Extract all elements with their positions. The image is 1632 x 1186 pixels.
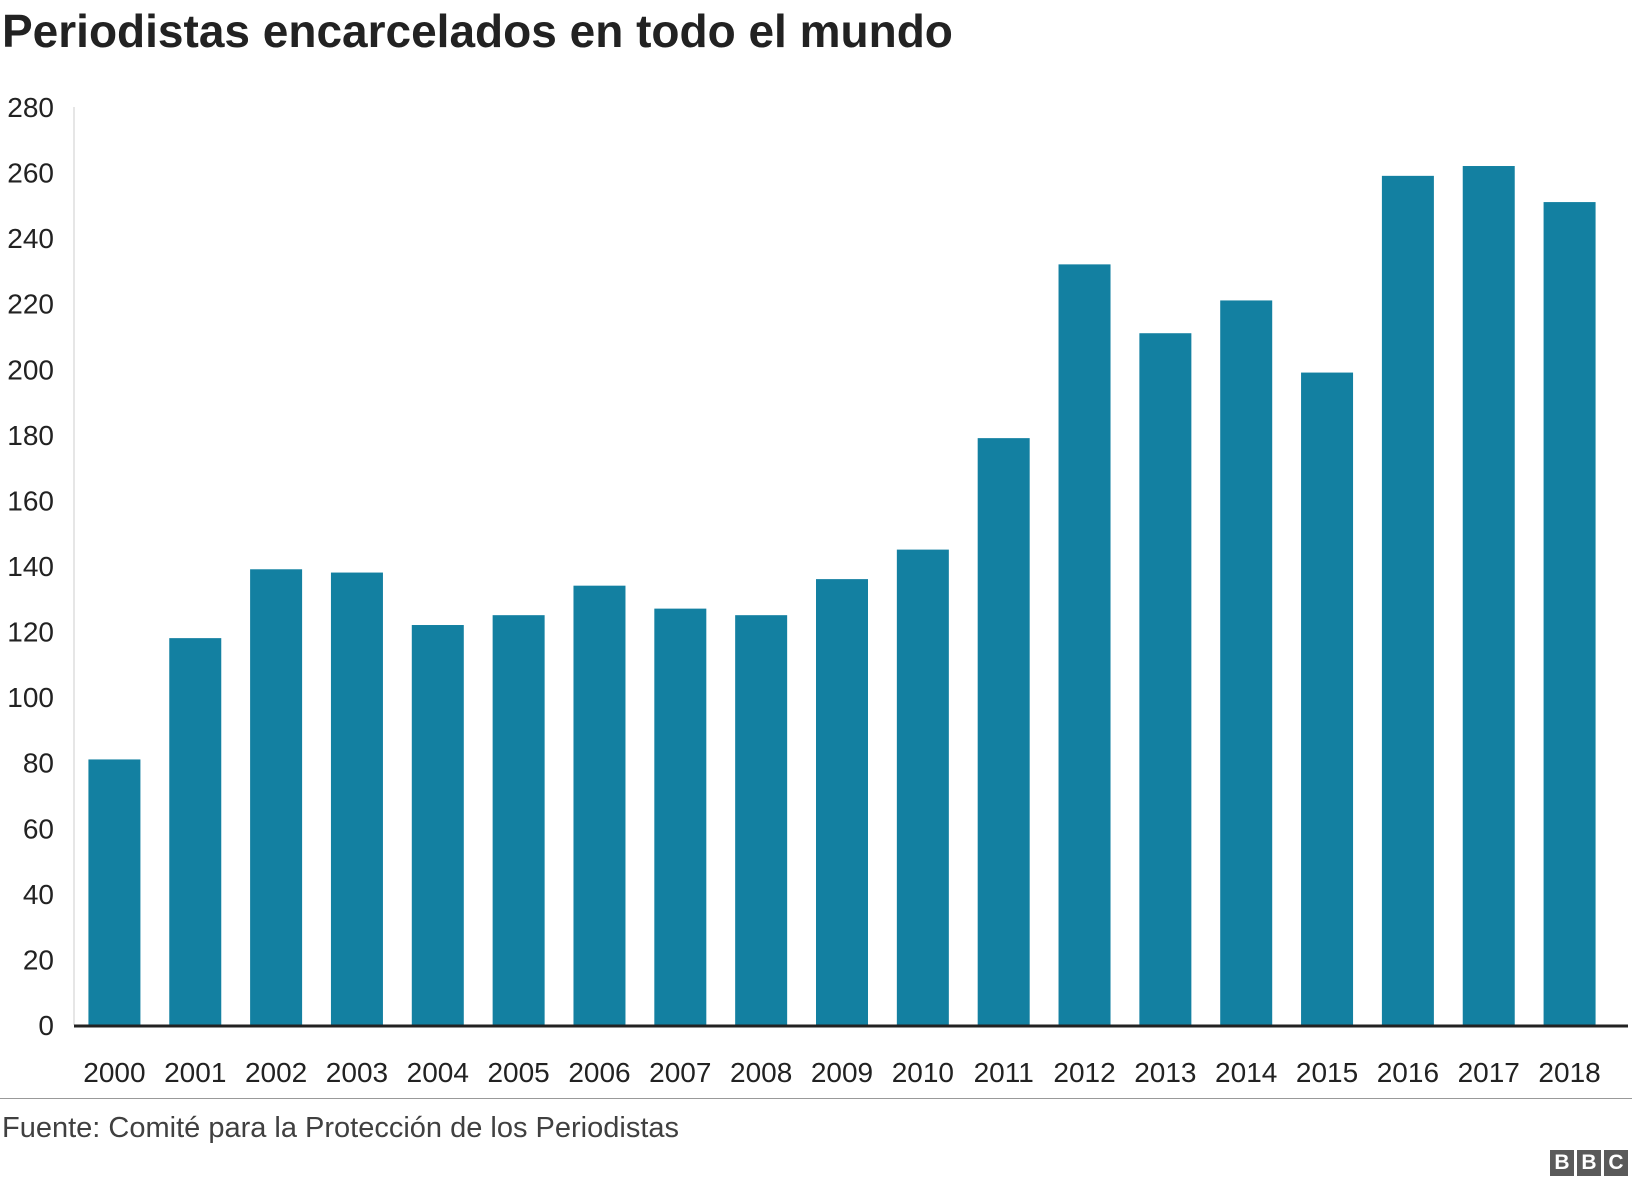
source-note: Fuente: Comité para la Protección de los… bbox=[2, 1112, 679, 1145]
x-tick-label: 2003 bbox=[326, 1057, 388, 1088]
y-tick-label: 0 bbox=[38, 1010, 54, 1041]
y-tick-label: 260 bbox=[7, 158, 54, 189]
bar-2014 bbox=[1220, 300, 1272, 1025]
bar-2015 bbox=[1301, 373, 1353, 1025]
x-tick-label: 2015 bbox=[1296, 1057, 1358, 1088]
bbc-logo: B B C bbox=[1550, 1150, 1628, 1176]
bar-2018 bbox=[1544, 202, 1596, 1025]
x-tick-label: 2009 bbox=[811, 1057, 873, 1088]
y-tick-label: 200 bbox=[7, 354, 54, 385]
x-tick-label: 2001 bbox=[164, 1057, 226, 1088]
bar-2011 bbox=[978, 438, 1030, 1025]
x-tick-label: 2010 bbox=[892, 1057, 954, 1088]
footer-divider bbox=[0, 1098, 1632, 1099]
bar-2016 bbox=[1382, 176, 1434, 1025]
bar-2009 bbox=[816, 579, 868, 1025]
x-tick-label: 2005 bbox=[487, 1057, 549, 1088]
x-tick-label: 2011 bbox=[974, 1057, 1034, 1088]
x-tick-label: 2006 bbox=[568, 1057, 630, 1088]
x-axis-ticks: 2000 2001 2002 2003 2004 2005 2006 2007 2008 2009… bbox=[83, 1057, 1600, 1088]
y-tick-label: 20 bbox=[23, 944, 54, 975]
bar-2017 bbox=[1463, 166, 1515, 1025]
x-tick-label: 2007 bbox=[649, 1057, 711, 1088]
bars bbox=[88, 166, 1595, 1025]
x-tick-label: 2013 bbox=[1134, 1057, 1196, 1088]
bar-2010 bbox=[897, 550, 949, 1025]
y-axis-ticks: 0 20 40 60 80 100 120 140 160 180 200 220 240 260 280 bbox=[7, 92, 54, 1041]
bar-2002 bbox=[250, 569, 302, 1025]
y-tick-label: 240 bbox=[7, 223, 54, 254]
bar-2000 bbox=[88, 759, 140, 1025]
bar-2006 bbox=[573, 586, 625, 1025]
bbc-logo-letter: B bbox=[1550, 1150, 1574, 1176]
x-tick-label: 2002 bbox=[245, 1057, 307, 1088]
y-tick-label: 160 bbox=[7, 485, 54, 516]
bar-2004 bbox=[412, 625, 464, 1025]
x-tick-label: 2016 bbox=[1377, 1057, 1439, 1088]
bar-2001 bbox=[169, 638, 221, 1025]
bar-2007 bbox=[654, 609, 706, 1025]
y-tick-label: 40 bbox=[23, 879, 54, 910]
bar-2008 bbox=[735, 615, 787, 1025]
x-tick-label: 2018 bbox=[1538, 1057, 1600, 1088]
bar-2012 bbox=[1059, 264, 1111, 1025]
y-tick-label: 120 bbox=[7, 617, 54, 648]
y-tick-label: 280 bbox=[7, 92, 54, 123]
x-tick-label: 2004 bbox=[407, 1057, 469, 1088]
x-tick-label: 2014 bbox=[1215, 1057, 1277, 1088]
x-tick-label: 2012 bbox=[1053, 1057, 1115, 1088]
y-tick-label: 60 bbox=[23, 813, 54, 844]
bar-2013 bbox=[1139, 333, 1191, 1025]
bbc-logo-letter: C bbox=[1604, 1150, 1628, 1176]
bar-chart: 020406080100120140160180200220240260280 … bbox=[0, 0, 1632, 1090]
x-tick-label: 2017 bbox=[1458, 1057, 1520, 1088]
x-tick-label: 2000 bbox=[83, 1057, 145, 1088]
bar-2005 bbox=[493, 615, 545, 1025]
y-tick-label: 220 bbox=[7, 289, 54, 320]
x-tick-label: 2008 bbox=[730, 1057, 792, 1088]
bar-2003 bbox=[331, 573, 383, 1025]
bbc-logo-letter: B bbox=[1577, 1150, 1601, 1176]
y-tick-label: 140 bbox=[7, 551, 54, 582]
y-tick-label: 180 bbox=[7, 420, 54, 451]
y-tick-label: 100 bbox=[7, 682, 54, 713]
y-tick-label: 80 bbox=[23, 748, 54, 779]
